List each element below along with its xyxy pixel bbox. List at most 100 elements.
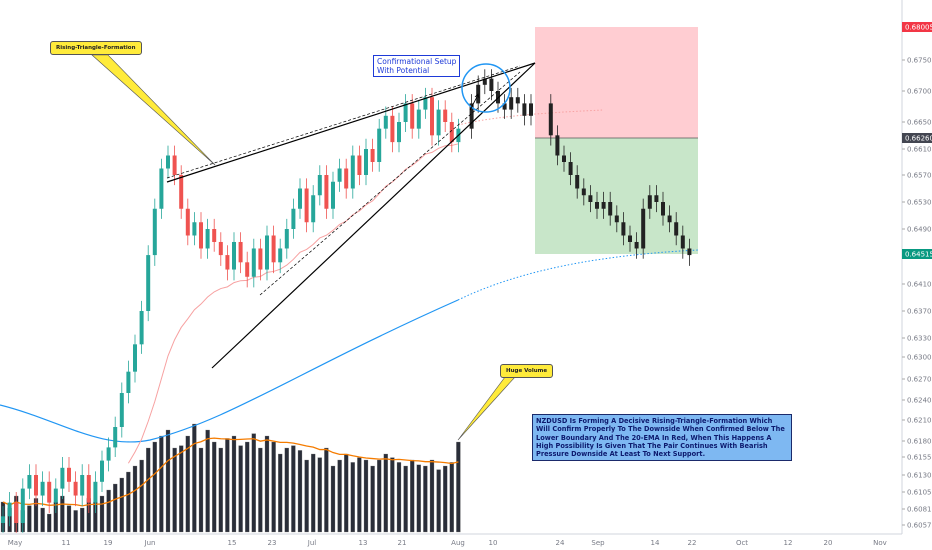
candle <box>119 393 124 427</box>
projection-candle <box>608 202 613 216</box>
projection-candle <box>482 78 487 85</box>
projection-candle <box>588 195 593 202</box>
candle <box>403 103 408 122</box>
candle <box>60 467 65 489</box>
candle <box>126 371 131 393</box>
candle <box>212 229 217 242</box>
projection-candle <box>628 235 632 242</box>
volume-bar <box>383 453 388 533</box>
volume-bar <box>344 453 349 533</box>
volume-bar <box>119 477 124 533</box>
volume-bar <box>324 447 329 533</box>
volume-bar <box>456 441 461 533</box>
projection-candle <box>667 215 672 223</box>
candle <box>86 475 91 503</box>
candle <box>291 208 296 229</box>
candle <box>199 222 203 249</box>
triangle-upper-line <box>166 62 536 183</box>
candle <box>20 488 25 523</box>
candle <box>271 235 276 263</box>
projection-candle <box>469 103 474 129</box>
volume-bar <box>304 459 309 533</box>
candle <box>377 128 382 162</box>
projection-candle <box>634 241 639 249</box>
highlight-circle <box>461 63 511 113</box>
time-tick-label: 23 <box>268 539 277 547</box>
candle <box>238 241 243 263</box>
description-note: NZDUSD Is Forming A Decisive Rising-Tria… <box>532 414 792 462</box>
ma200-projection <box>457 249 699 301</box>
volume-callout: Huge Volume <box>500 364 554 378</box>
volume-bar <box>416 464 421 533</box>
price-label-badge <box>902 22 932 32</box>
candle <box>205 229 210 249</box>
volume-bar <box>330 465 336 533</box>
volume-bar <box>113 483 118 533</box>
projection-candle <box>614 215 619 223</box>
volume-bar <box>198 447 204 533</box>
volume-bar <box>66 505 72 533</box>
projection-candle <box>661 202 665 216</box>
candle <box>344 168 349 189</box>
volume-bar <box>179 445 184 533</box>
candle <box>245 262 250 277</box>
candle <box>1 516 5 523</box>
time-tick-label: Jul <box>307 539 317 547</box>
candle <box>53 488 58 503</box>
time-axis: May 11 19 Jun 15 23 Jul 13 21 Aug 10 24 Sep 14 22 Oct 12… <box>8 539 887 547</box>
triangle-lower-dashed <box>259 71 521 296</box>
volume-bar <box>132 465 138 533</box>
time-tick-label: 10 <box>489 539 498 547</box>
time-tick-label: 15 <box>228 539 237 547</box>
candle <box>430 97 434 136</box>
projection-candle <box>568 162 573 175</box>
candle <box>80 475 85 496</box>
candle <box>443 109 448 122</box>
candle <box>179 175 184 209</box>
volume-bar <box>337 459 342 533</box>
projection-candle <box>522 103 527 116</box>
candle <box>7 502 12 517</box>
setup-line1: Confirmational Setup <box>377 57 457 66</box>
price-label-text: 0.68005 <box>905 24 932 32</box>
ema20-line <box>127 143 459 464</box>
projection-candle <box>595 202 599 209</box>
candle <box>225 255 230 270</box>
volume-bar <box>258 447 263 533</box>
candle <box>284 229 289 249</box>
volume-bar <box>47 513 52 533</box>
projection-candle <box>687 248 692 256</box>
volume-bar <box>172 447 177 533</box>
volume-bar <box>377 459 382 533</box>
volume-bar <box>291 445 296 533</box>
candle <box>192 222 197 236</box>
candle <box>416 109 421 129</box>
volume-bar <box>165 429 171 533</box>
candle <box>113 427 118 448</box>
candle <box>390 115 395 143</box>
time-tick-label: 20 <box>824 539 833 547</box>
projection-candle <box>509 97 514 110</box>
volume-bar <box>311 453 316 533</box>
volume-bar <box>218 447 223 533</box>
candle <box>298 188 302 209</box>
volume-bar <box>370 465 375 533</box>
candle <box>337 168 342 182</box>
triangle-callout-tail <box>91 54 216 166</box>
candle <box>14 502 19 523</box>
candle <box>106 447 111 461</box>
candle <box>100 460 104 482</box>
candle <box>357 155 362 175</box>
projection-candle <box>641 208 646 249</box>
